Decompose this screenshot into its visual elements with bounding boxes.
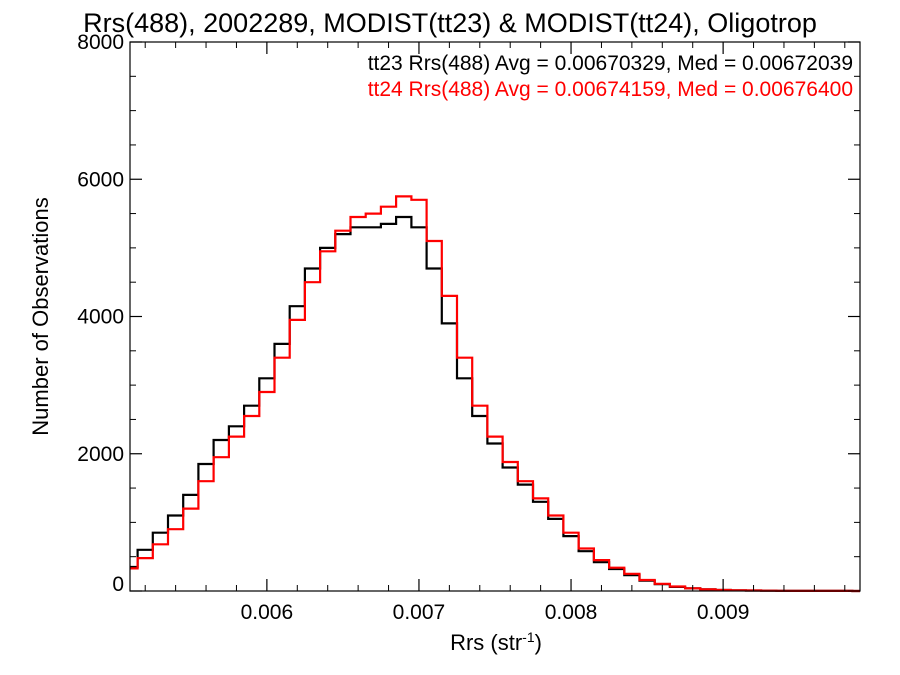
y-tick-label: 0	[112, 573, 124, 596]
x-tick-label: 0.007	[393, 601, 446, 624]
chart-title: Rrs(488), 2002289, MODIST(tt23) & MODIST…	[83, 8, 817, 38]
x-axis-title: Rrs (str-1)	[450, 629, 542, 655]
y-tick-label: 2000	[77, 443, 124, 466]
x-tick-label: 0.009	[697, 601, 750, 624]
legend-entry-tt23: tt23 Rrs(488) Avg = 0.00670329, Med = 0.…	[368, 52, 853, 75]
y-axis-title: Number of Observations	[28, 197, 53, 435]
series-line-tt24	[130, 195, 860, 593]
x-axis-title-superscript: -1	[522, 629, 535, 645]
x-axis-title-suffix: )	[535, 630, 542, 655]
y-tick-label: 8000	[77, 31, 124, 54]
axes-layer: 0 2000 4000 6000 8000 0.006 0.007 0.008 0.009	[77, 31, 861, 624]
legend-entry-tt24: tt24 Rrs(488) Avg = 0.00674159, Med = 0.…	[368, 78, 853, 101]
x-axis-title-main: Rrs (str	[450, 630, 522, 655]
x-tick-label: 0.008	[545, 601, 598, 624]
legend: tt23 Rrs(488) Avg = 0.00670329, Med = 0.…	[368, 52, 853, 101]
y-tick-label: 4000	[77, 306, 124, 329]
x-tick-label: 0.006	[241, 601, 294, 624]
y-tick-label: 6000	[77, 168, 124, 191]
